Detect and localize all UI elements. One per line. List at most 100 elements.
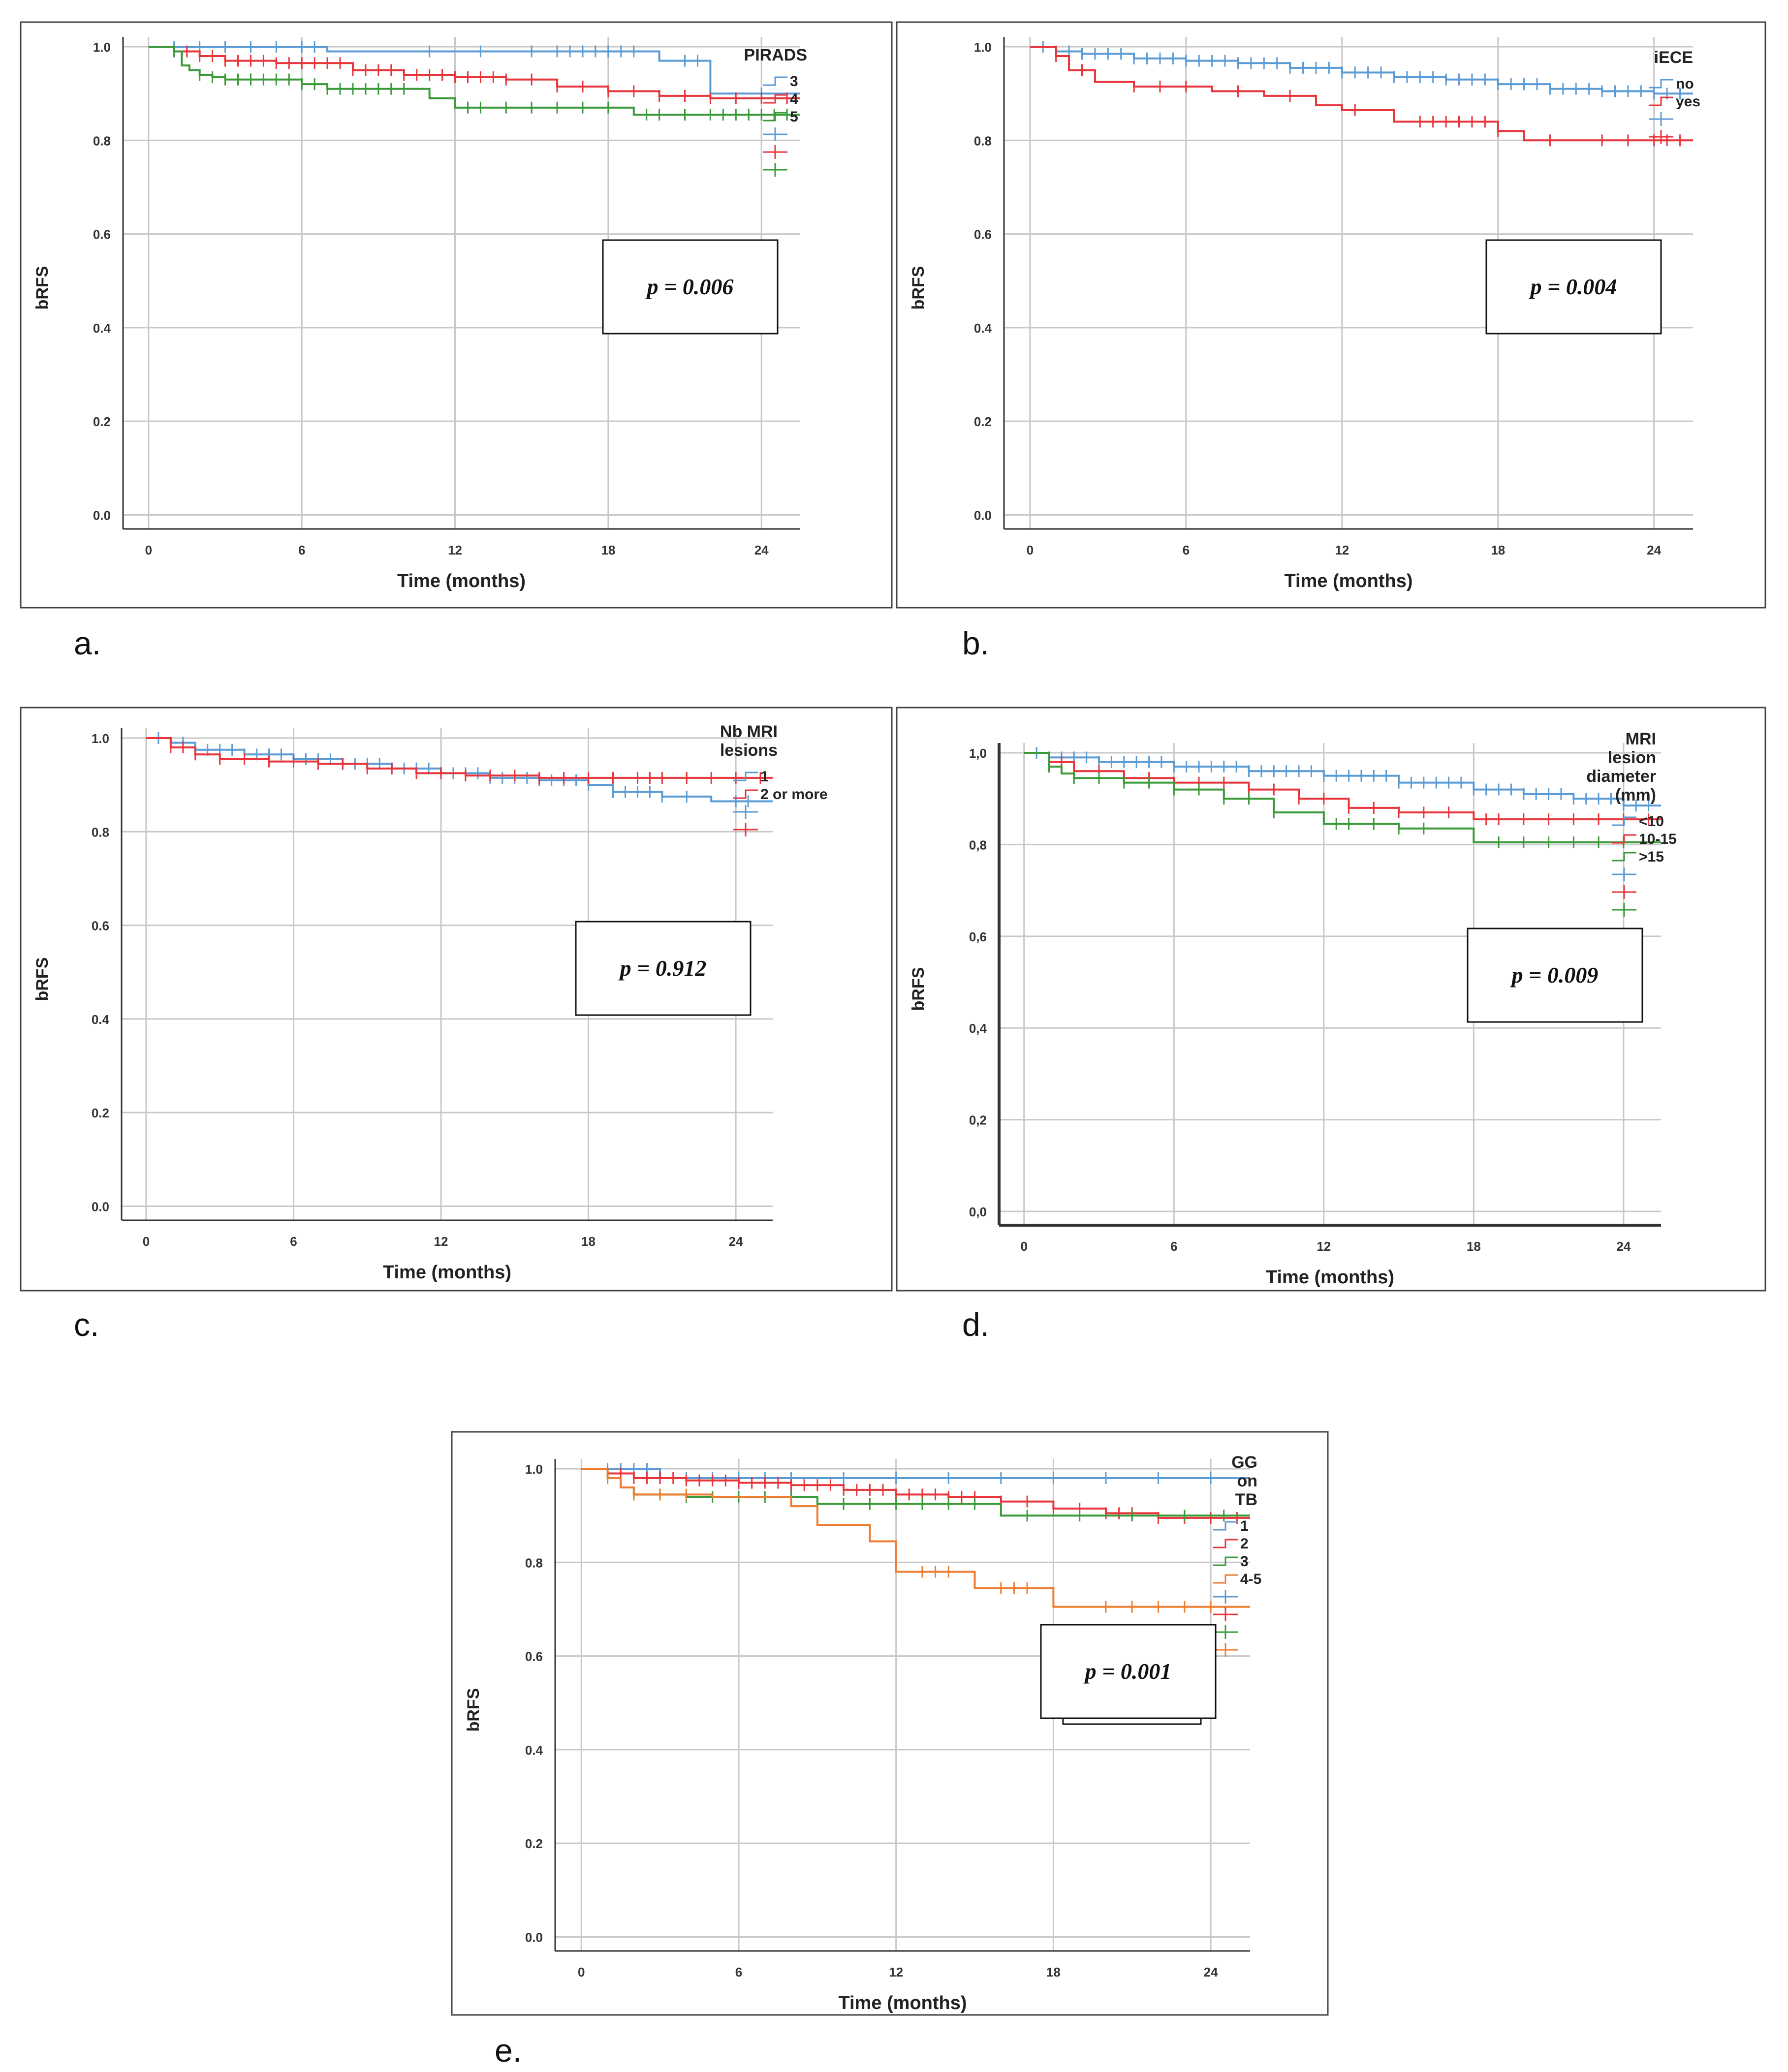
x-tick-label: 24 bbox=[729, 1234, 743, 1249]
legend-label: yes bbox=[1676, 93, 1700, 110]
y-tick-label: 0.0 bbox=[93, 508, 111, 523]
x-tick-label: 24 bbox=[1647, 543, 1661, 557]
p-value-text: p = 0.001 bbox=[1083, 1659, 1172, 1684]
y-tick-label: 0.0 bbox=[92, 1199, 109, 1214]
x-tick-label: 18 bbox=[1467, 1239, 1481, 1254]
legend-label: 2 bbox=[1240, 1536, 1249, 1552]
x-tick-label: 18 bbox=[1491, 543, 1505, 557]
x-axis-title: Time (months) bbox=[383, 1262, 511, 1283]
legend-label: 3 bbox=[1240, 1553, 1249, 1570]
p-value-text: p = 0.006 bbox=[645, 274, 734, 299]
y-tick-label: 0.4 bbox=[92, 1012, 110, 1027]
panel-letter: b. bbox=[962, 625, 989, 661]
survival-curve-4-5 bbox=[581, 1468, 1250, 1608]
legend-step-symbol bbox=[763, 112, 787, 122]
panel-frame bbox=[896, 707, 1766, 1292]
legend-step-symbol bbox=[1213, 1556, 1238, 1566]
legend-step-symbol bbox=[1612, 834, 1636, 844]
y-tick-label: 1.0 bbox=[525, 1462, 543, 1477]
y-tick-label: 0.8 bbox=[525, 1555, 543, 1570]
y-axis-title: bRFS bbox=[33, 958, 52, 1001]
survival-curve-3 bbox=[581, 1468, 1250, 1517]
y-tick-label: 0,2 bbox=[969, 1113, 987, 1128]
legend-label: 4 bbox=[790, 91, 798, 107]
y-tick-label: 0.2 bbox=[974, 414, 992, 429]
x-tick-label: 12 bbox=[1317, 1239, 1331, 1254]
y-tick-label: 0.0 bbox=[974, 508, 992, 523]
x-tick-label: 0 bbox=[1027, 543, 1034, 557]
survival-curve-1 bbox=[146, 737, 773, 803]
legend-title: diameter bbox=[1586, 767, 1656, 786]
y-tick-label: 1.0 bbox=[93, 40, 111, 55]
y-tick-label: 0.4 bbox=[974, 321, 992, 336]
survival-curve-no bbox=[1030, 46, 1693, 95]
panel-letter: d. bbox=[962, 1306, 989, 1343]
legend-title: PIRADS bbox=[744, 46, 807, 64]
legend-label: 4-5 bbox=[1240, 1571, 1261, 1587]
legend-label: 1 bbox=[1240, 1518, 1249, 1534]
y-tick-label: 0,8 bbox=[969, 837, 987, 852]
y-axis-title: bRFS bbox=[909, 967, 928, 1011]
km-panel-1: 0.0 0.2 0.4 0.6 0.8 1.0 0 6 12 18 24 Time (months) b… bbox=[20, 21, 893, 661]
x-tick-label: 12 bbox=[448, 543, 462, 557]
legend-step-symbol bbox=[1649, 96, 1673, 106]
y-tick-label: 0.6 bbox=[974, 227, 992, 242]
y-tick-label: 0.6 bbox=[92, 919, 109, 933]
y-tick-label: 1.0 bbox=[974, 40, 992, 55]
x-tick-label: 0 bbox=[145, 543, 152, 557]
panel-letter: c. bbox=[74, 1306, 99, 1343]
legend-label: 5 bbox=[790, 109, 798, 125]
legend-title: on bbox=[1237, 1472, 1257, 1490]
x-tick-label: 24 bbox=[1204, 1965, 1218, 1979]
legend-label: 1 bbox=[760, 769, 769, 785]
legend-title: TB bbox=[1235, 1490, 1257, 1509]
x-tick-label: 12 bbox=[889, 1965, 903, 1979]
survival-curve-<10 bbox=[1024, 752, 1661, 807]
panel-frame bbox=[896, 21, 1766, 609]
legend-step-symbol bbox=[1213, 1521, 1238, 1531]
x-tick-label: 0 bbox=[143, 1234, 150, 1249]
y-tick-label: 0.2 bbox=[93, 414, 111, 429]
km-panel-3: 0.0 0.2 0.4 0.6 0.8 1.0 0 6 12 18 24 Time (months) b… bbox=[20, 707, 893, 1343]
survival-curve-4 bbox=[148, 46, 800, 99]
panel-frame bbox=[20, 21, 893, 609]
y-tick-label: 0,4 bbox=[969, 1021, 987, 1036]
legend-title: Nb MRI bbox=[720, 722, 778, 741]
survival-curve-5 bbox=[148, 46, 800, 116]
x-tick-label: 6 bbox=[298, 543, 305, 557]
legend-step-symbol bbox=[763, 76, 787, 86]
x-tick-label: 18 bbox=[1046, 1965, 1061, 1979]
y-tick-label: 0.0 bbox=[525, 1930, 543, 1945]
y-axis-title: bRFS bbox=[464, 1688, 483, 1732]
p-value-box-shadow bbox=[1062, 1717, 1202, 1725]
survival-curve-3 bbox=[148, 46, 800, 95]
legend-step-symbol bbox=[733, 789, 758, 799]
km-panel-2: 0.0 0.2 0.4 0.6 0.8 1.0 0 6 12 18 24 Time (months) b… bbox=[896, 21, 1766, 661]
survival-curve-2 or more bbox=[146, 737, 773, 779]
p-value-text: p = 0.004 bbox=[1529, 274, 1617, 299]
x-axis-title: Time (months) bbox=[397, 571, 526, 591]
legend-step-symbol bbox=[1213, 1574, 1238, 1584]
legend-label: 2 or more bbox=[760, 786, 828, 803]
legend-title: lesions bbox=[720, 741, 778, 760]
x-tick-label: 12 bbox=[1335, 543, 1349, 557]
legend-step-symbol bbox=[1649, 79, 1673, 89]
p-value-box bbox=[1467, 928, 1643, 1023]
legend-step-symbol bbox=[1213, 1539, 1238, 1548]
p-value-box bbox=[602, 239, 779, 335]
x-tick-label: 0 bbox=[578, 1965, 585, 1979]
x-tick-label: 12 bbox=[434, 1234, 448, 1249]
y-tick-label: 0,0 bbox=[969, 1205, 987, 1219]
y-tick-label: 0.2 bbox=[525, 1836, 543, 1851]
p-value-box bbox=[1040, 1624, 1217, 1719]
x-axis-title: Time (months) bbox=[1266, 1267, 1394, 1288]
legend-title: iECE bbox=[1654, 48, 1693, 67]
x-axis-title: Time (months) bbox=[1284, 571, 1412, 591]
x-tick-label: 24 bbox=[1616, 1239, 1631, 1254]
p-value-box bbox=[575, 921, 752, 1016]
x-tick-label: 24 bbox=[754, 543, 769, 557]
legend-label: 10-15 bbox=[1639, 831, 1677, 847]
y-tick-label: 0.2 bbox=[92, 1106, 109, 1120]
